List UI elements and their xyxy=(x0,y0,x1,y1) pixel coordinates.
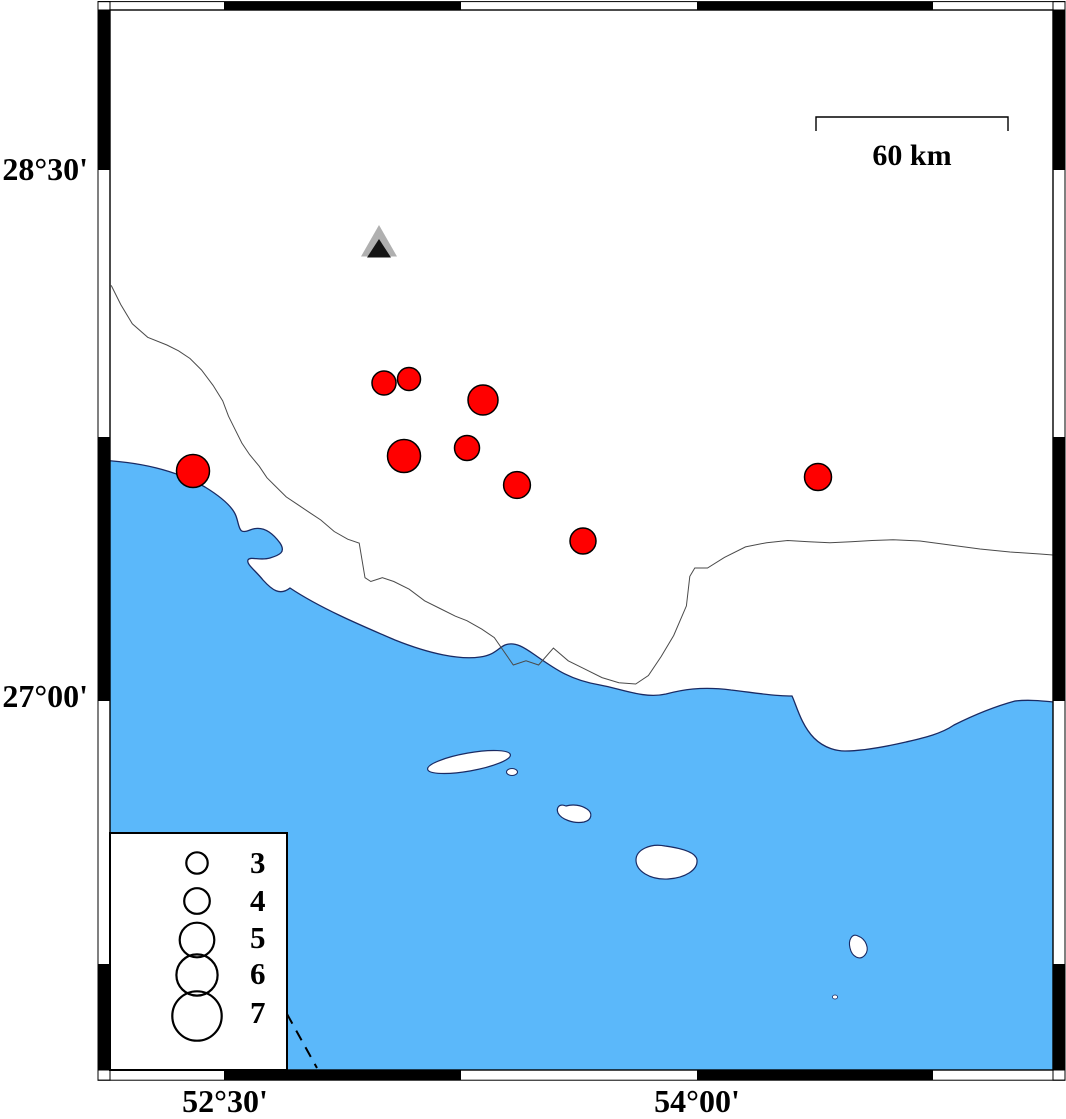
svg-text:60 km: 60 km xyxy=(872,139,951,172)
svg-text:27°00': 27°00' xyxy=(2,678,88,714)
svg-text:6: 6 xyxy=(250,956,266,991)
svg-text:3: 3 xyxy=(250,845,266,880)
svg-text:54°00': 54°00' xyxy=(654,1083,740,1119)
svg-text:4: 4 xyxy=(250,883,266,918)
svg-text:28°30': 28°30' xyxy=(2,151,88,187)
svg-text:7: 7 xyxy=(250,995,266,1030)
svg-text:52°30': 52°30' xyxy=(182,1083,268,1119)
svg-text:5: 5 xyxy=(250,920,266,955)
